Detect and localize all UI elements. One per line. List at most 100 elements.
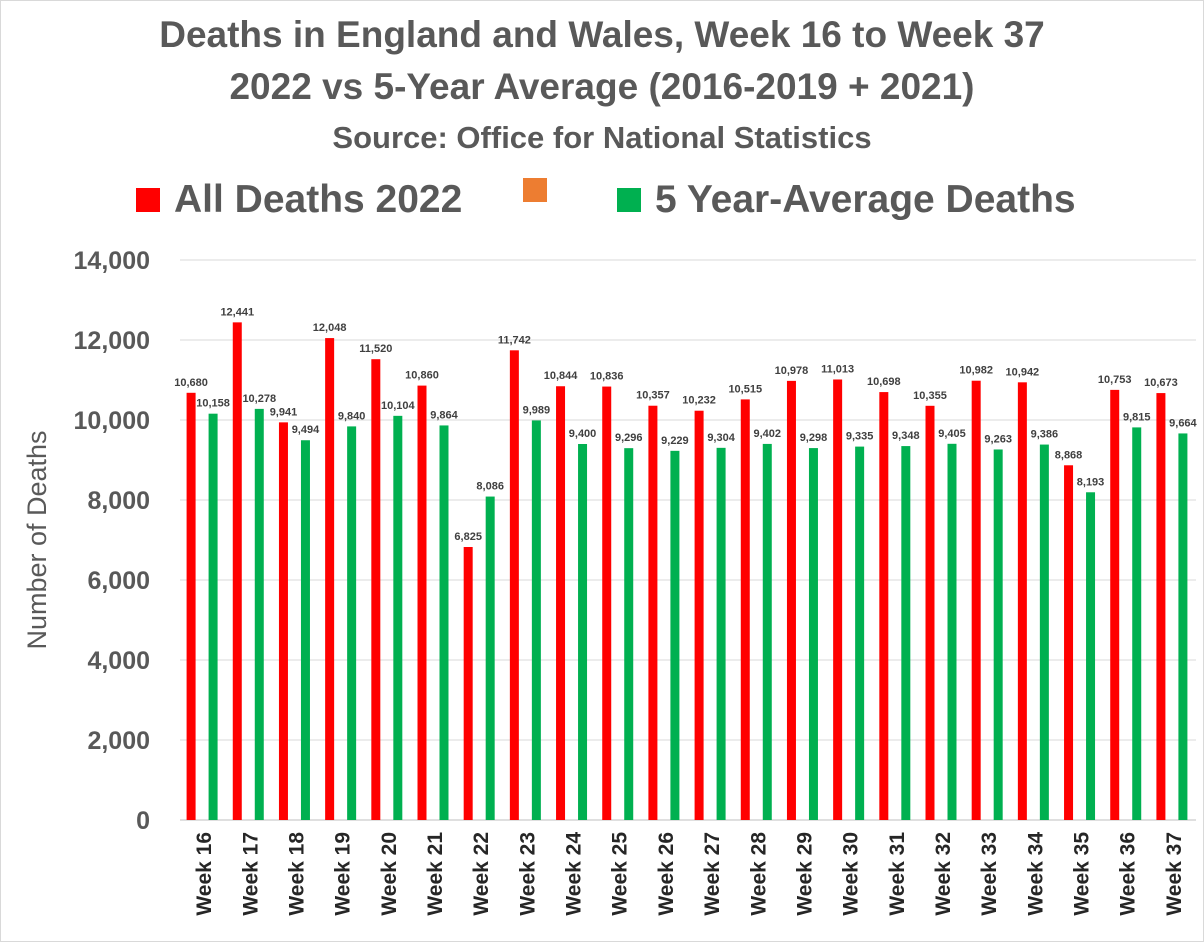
- data-label: 9,815: [1123, 411, 1151, 423]
- bar-5yr-average: [670, 450, 680, 820]
- bar-2022: [602, 386, 612, 820]
- data-label: 10,357: [636, 390, 670, 402]
- x-tick-label: Week 18: [285, 832, 308, 916]
- y-tick-label: 12,000: [74, 327, 150, 355]
- bar-2022: [879, 392, 889, 820]
- x-tick-label: Week 37: [1163, 832, 1186, 916]
- bar-5yr-average: [485, 496, 495, 820]
- bar-2022: [833, 379, 843, 820]
- x-tick-label: Week 19: [332, 832, 355, 916]
- bar-2022: [417, 385, 427, 820]
- data-label: 11,742: [498, 334, 531, 346]
- bar-2022: [186, 392, 196, 820]
- data-label: 9,989: [523, 404, 551, 416]
- data-label: 10,860: [405, 370, 439, 382]
- bar-2022: [1017, 382, 1027, 820]
- data-label: 11,520: [359, 343, 392, 355]
- data-label: 9,400: [569, 428, 597, 440]
- data-label: 10,104: [381, 400, 416, 412]
- data-label: 8,193: [1077, 476, 1105, 488]
- x-tick-label: Week 17: [239, 832, 262, 916]
- data-label: 10,844: [544, 370, 579, 382]
- chart-title-line-2: 2022 vs 5-Year Average (2016-2019 + 2021…: [229, 66, 975, 107]
- x-tick-label: Week 32: [932, 832, 955, 916]
- y-tick-label: 10,000: [74, 407, 150, 435]
- bar-2022: [556, 386, 566, 820]
- bar-5yr-average: [254, 408, 264, 820]
- data-label: 9,494: [292, 424, 320, 436]
- data-label: 10,978: [775, 365, 809, 377]
- data-label: 10,232: [682, 395, 716, 407]
- x-tick-label: Week 31: [886, 832, 909, 916]
- data-label: 12,048: [313, 322, 347, 334]
- bar-5yr-average: [762, 443, 772, 820]
- data-label: 9,402: [754, 428, 782, 440]
- x-tick-label: Week 34: [1024, 832, 1047, 916]
- data-label: 8,086: [476, 481, 504, 493]
- bar-5yr-average: [808, 448, 818, 820]
- x-tick-label: Week 23: [516, 832, 539, 916]
- chart-title: Deaths in England and Wales, Week 16 to …: [159, 14, 1045, 55]
- bar-5yr-average: [624, 448, 634, 820]
- x-tick-label: Week 29: [793, 832, 816, 916]
- y-tick-label: 4,000: [87, 647, 150, 675]
- legend-swatch-orange: [523, 178, 547, 202]
- data-label: 9,941: [270, 406, 298, 418]
- bar-2022: [925, 405, 935, 820]
- y-tick-label: 8,000: [87, 487, 150, 515]
- bar-2022: [740, 399, 750, 820]
- data-label: 9,348: [892, 430, 920, 442]
- data-label: 9,229: [661, 435, 689, 447]
- data-label: 9,864: [430, 409, 458, 421]
- y-axis-title: Number of Deaths: [22, 430, 52, 649]
- bar-5yr-average: [993, 449, 1003, 820]
- data-label: 9,296: [615, 432, 643, 444]
- chart-legend: All Deaths 2022 5 Year-Average Deaths: [0, 178, 1204, 226]
- x-tick-label: Week 28: [747, 832, 770, 916]
- x-tick-label: Week 26: [655, 832, 678, 916]
- data-label: 12,441: [220, 306, 254, 318]
- bar-5yr-average: [901, 446, 911, 820]
- x-tick-label: Week 20: [378, 832, 401, 916]
- bar-5yr-average: [1039, 444, 1049, 820]
- data-label: 9,405: [938, 428, 966, 440]
- x-tick-label: Week 36: [1117, 832, 1140, 916]
- bar-2022: [971, 380, 981, 820]
- data-label: 10,836: [590, 371, 624, 383]
- legend-swatch-green: [617, 188, 641, 212]
- bar-2022: [786, 380, 796, 820]
- data-label: 9,304: [707, 432, 735, 444]
- x-tick-label: Week 22: [470, 832, 493, 916]
- y-tick-label: 2,000: [87, 727, 150, 755]
- chart-subtitle: Source: Office for National Statistics: [332, 120, 872, 155]
- data-label: 10,355: [913, 390, 947, 402]
- bar-5yr-average: [300, 440, 310, 820]
- bar-2022: [648, 405, 658, 820]
- bar-5yr-average: [531, 420, 541, 820]
- bar-5yr-average: [1132, 427, 1142, 820]
- bar-5yr-average: [208, 413, 218, 820]
- data-label: 11,013: [821, 363, 854, 375]
- bar-5yr-average: [855, 446, 865, 820]
- y-tick-label: 14,000: [74, 247, 150, 275]
- bar-2022: [232, 322, 242, 820]
- bar-5yr-average: [578, 444, 588, 820]
- data-label: 10,278: [242, 393, 276, 405]
- legend-item-5-year-average: 5 Year-Average Deaths: [617, 178, 1076, 222]
- bar-2022: [371, 359, 381, 820]
- x-tick-label: Week 35: [1071, 832, 1094, 916]
- x-tick-label: Week 24: [563, 832, 586, 916]
- bar-2022: [278, 422, 288, 820]
- bar-2022: [463, 547, 473, 820]
- data-label: 10,698: [867, 376, 901, 388]
- data-label: 10,942: [1006, 366, 1040, 378]
- data-label: 10,673: [1144, 377, 1178, 389]
- y-tick-label: 0: [136, 807, 150, 835]
- legend-label: 5 Year-Average Deaths: [655, 178, 1076, 221]
- bar-5yr-average: [393, 415, 403, 820]
- legend-label: All Deaths 2022: [174, 178, 463, 221]
- x-tick-label: Week 25: [609, 832, 632, 916]
- bar-5yr-average: [347, 426, 357, 820]
- data-label: 9,298: [800, 432, 828, 444]
